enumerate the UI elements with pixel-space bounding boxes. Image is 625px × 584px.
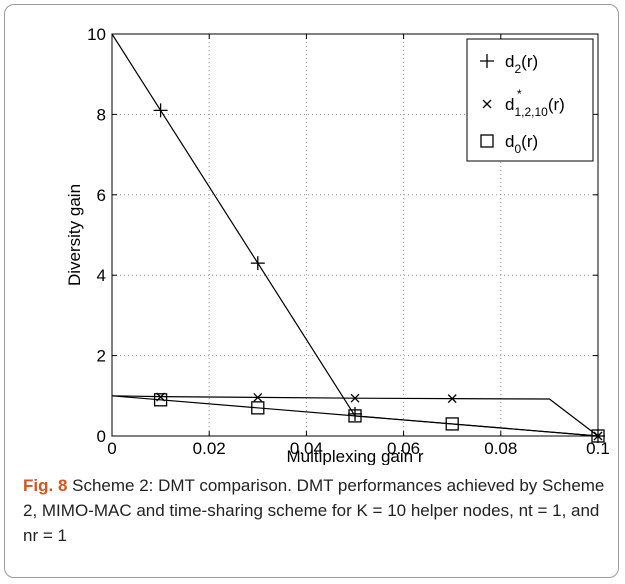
square-marker [591, 429, 605, 443]
plus-marker [480, 54, 494, 68]
square-marker [348, 409, 362, 423]
square-marker [445, 417, 459, 431]
x-tick-label: 0.06 [387, 439, 420, 458]
plus-marker [250, 256, 265, 271]
legend-label: d1,2,10(r) [505, 95, 565, 119]
cross-marker [447, 394, 457, 404]
series-layer [111, 33, 605, 443]
figure-label: Fig. 8 [23, 476, 68, 495]
legend-box [466, 38, 594, 162]
series-2 [111, 393, 605, 443]
caption-text: Scheme 2: DMT comparison. DMT performanc… [23, 476, 605, 545]
dmt-chart: 0 0.02 0.04 0.06 0.08 0.1 0 2 4 6 8 10 Multiplexing… [65, 25, 610, 465]
y-tick-label: 2 [97, 347, 106, 366]
plus-marker [348, 406, 362, 421]
legend-superscript: * [517, 87, 522, 101]
legend-label: d2(r) [505, 52, 538, 76]
figure-caption: Fig. 8 Scheme 2: DMT comparison. DMT per… [23, 473, 615, 548]
y-tick-label: 0 [97, 427, 106, 446]
grid-lines [112, 34, 598, 436]
y-tick-label: 8 [97, 105, 106, 124]
series-line [111, 395, 599, 437]
y-tick-label: 10 [87, 25, 106, 44]
figure-frame: 0 0.02 0.04 0.06 0.08 0.1 0 2 4 6 8 10 Multiplexing… [4, 4, 619, 578]
x-tick-label: 0.1 [586, 439, 610, 458]
x-tick-label: 0 [107, 439, 116, 458]
square-marker [153, 393, 168, 407]
plus-marker [153, 103, 168, 118]
cross-marker [482, 99, 492, 109]
x-tick-label: 0.04 [290, 439, 323, 458]
y-tick-label: 4 [97, 266, 106, 285]
y-tick-label: 6 [97, 186, 106, 205]
cross-marker [350, 393, 360, 403]
cross-marker [253, 392, 263, 402]
plot-area [111, 33, 599, 437]
x-tick-label: 0.08 [484, 439, 517, 458]
axis-ticks: 0 0.02 0.04 0.06 0.08 0.1 0 2 4 6 8 10 [87, 25, 610, 458]
square-marker [480, 134, 494, 148]
square-marker [251, 401, 265, 415]
y-axis-label: Diversity gain [65, 184, 84, 286]
x-tick-label: 0.02 [193, 439, 226, 458]
legend-label: d0(r) [505, 132, 538, 156]
legend: d2(r) d1,2,10(r)* d0(r) [466, 38, 594, 162]
x-axis-label: Multiplexing gain r [286, 447, 423, 465]
